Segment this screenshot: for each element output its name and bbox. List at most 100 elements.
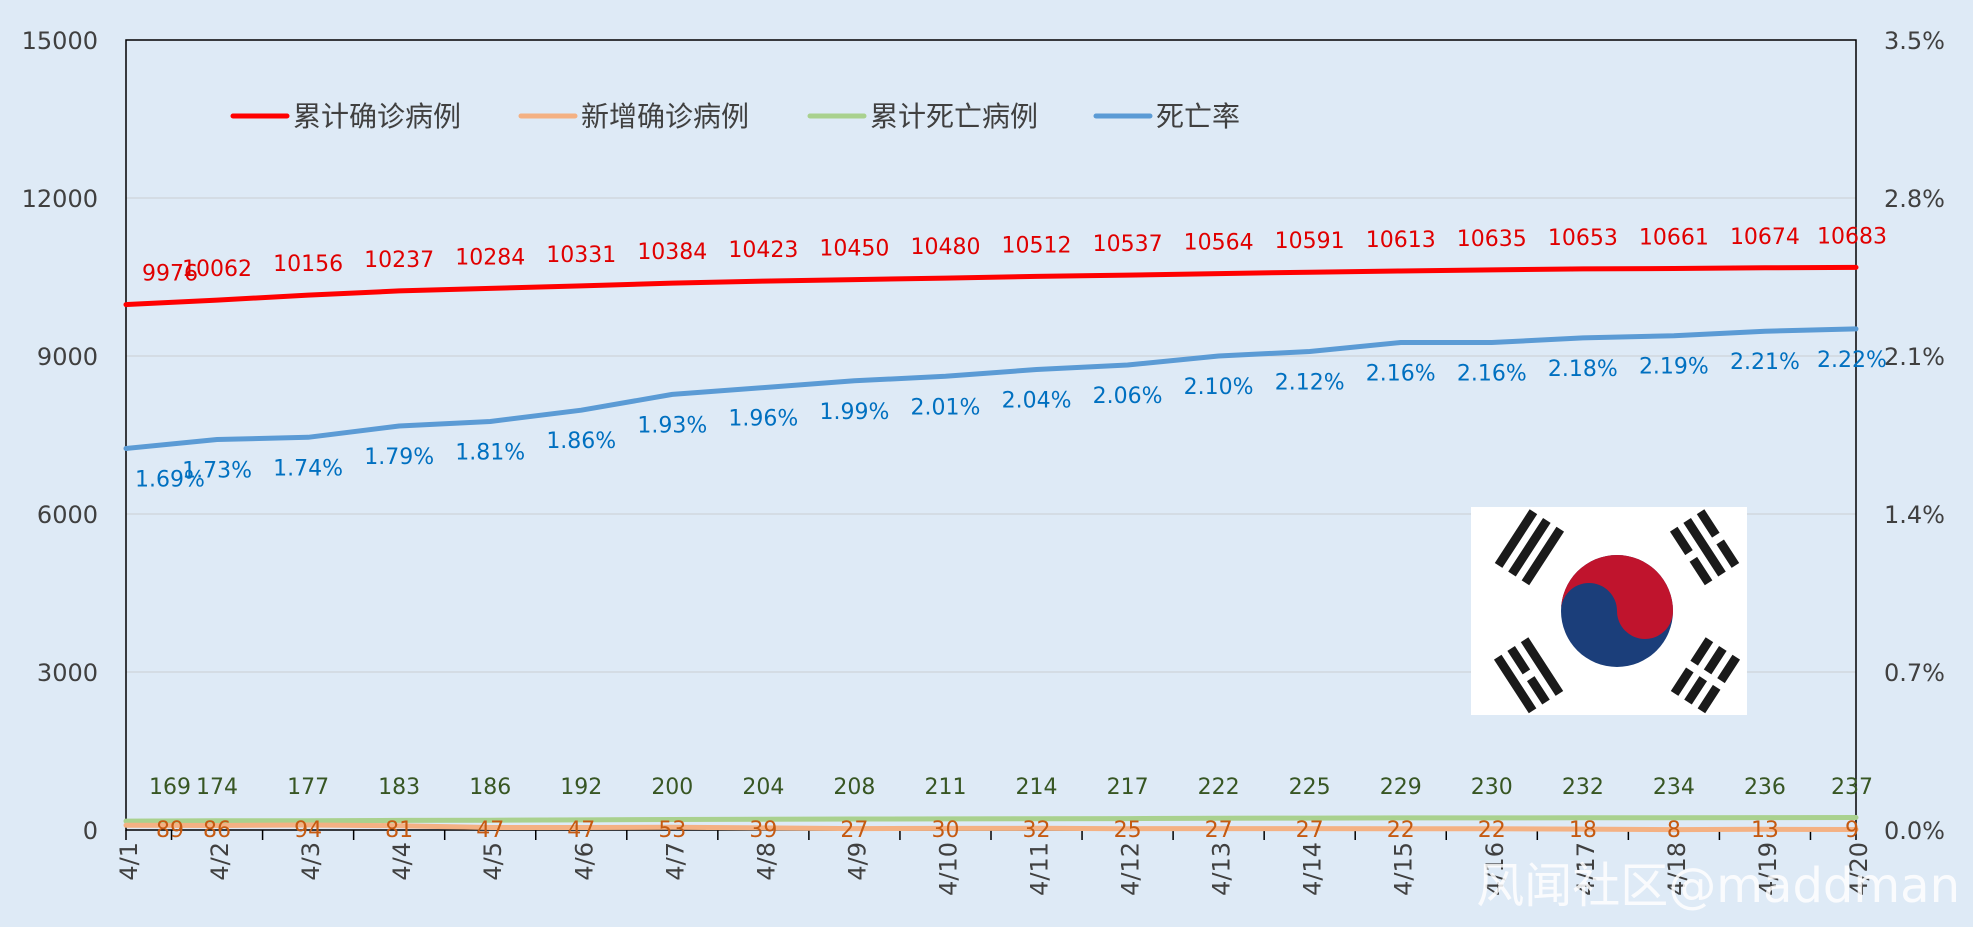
x-tick-label: 4/4 xyxy=(388,842,416,881)
legend-item-deaths: 累计死亡病例 xyxy=(807,100,1038,133)
data-label-rate: 1.74% xyxy=(273,456,343,481)
data-label-deaths: 222 xyxy=(1198,775,1240,800)
data-label-deaths: 211 xyxy=(924,775,966,800)
data-label-new: 89 xyxy=(156,818,184,843)
y-right-tick-label: 0.7% xyxy=(1884,659,1945,687)
x-tick-label: 4/18 xyxy=(1663,842,1691,896)
x-tick-label: 4/16 xyxy=(1481,842,1509,896)
data-label-rate: 2.18% xyxy=(1548,357,1618,382)
x-tick-label: 4/19 xyxy=(1754,842,1782,896)
data-label-cumulative: 10674 xyxy=(1730,225,1800,250)
data-label-new: 22 xyxy=(1478,818,1506,843)
data-label-deaths: 183 xyxy=(378,775,420,800)
data-label-deaths: 204 xyxy=(742,775,784,800)
data-label-cumulative: 10613 xyxy=(1366,228,1436,253)
data-label-rate: 1.69% xyxy=(135,468,205,493)
x-tick-label: 4/3 xyxy=(297,842,325,881)
x-tick-label: 4/11 xyxy=(1026,842,1054,896)
data-label-deaths: 225 xyxy=(1289,775,1331,800)
data-label-rate: 2.01% xyxy=(911,395,981,420)
x-tick-label: 4/10 xyxy=(934,842,962,896)
data-label-rate: 2.16% xyxy=(1457,361,1527,386)
y-right-tick-label: 1.4% xyxy=(1884,501,1945,529)
trigram-top-left xyxy=(1494,509,1565,586)
legend-item-rate: 死亡率 xyxy=(1093,100,1240,133)
data-label-cumulative: 10537 xyxy=(1093,232,1163,257)
y-left-tick-label: 9000 xyxy=(37,343,98,371)
data-label-new: 81 xyxy=(385,818,413,843)
trigram-bottom-right xyxy=(1670,637,1741,714)
y-right-tick-label: 0.0% xyxy=(1884,817,1945,845)
data-label-rate: 2.19% xyxy=(1639,355,1709,380)
series-lines xyxy=(123,264,1859,833)
x-tick-label: 4/15 xyxy=(1390,842,1418,896)
data-label-rate: 1.96% xyxy=(728,407,798,432)
x-tick-label: 4/17 xyxy=(1572,842,1600,896)
data-label-new: 18 xyxy=(1569,818,1597,843)
data-label-new: 8 xyxy=(1667,818,1681,843)
data-label-rate: 1.79% xyxy=(364,445,434,470)
data-label-cumulative: 10284 xyxy=(455,245,525,270)
y-left-tick-label: 3000 xyxy=(37,659,98,687)
data-label-new: 27 xyxy=(840,818,868,843)
trigram-bottom-left xyxy=(1493,637,1564,714)
data-label-rate: 1.93% xyxy=(637,413,707,438)
data-label-rate: 2.06% xyxy=(1093,384,1163,409)
data-label-deaths: 186 xyxy=(469,775,511,800)
data-label-new: 13 xyxy=(1751,818,1779,843)
data-label-cumulative: 10062 xyxy=(182,257,252,282)
data-label-rate: 2.22% xyxy=(1817,348,1887,373)
data-label-rate: 1.86% xyxy=(546,429,616,454)
data-label-new: 27 xyxy=(1296,818,1324,843)
data-label-new: 30 xyxy=(931,818,959,843)
x-tick-label: 4/12 xyxy=(1117,842,1145,896)
data-label-deaths: 169 xyxy=(149,775,191,800)
data-label-cumulative: 10423 xyxy=(728,238,798,263)
x-tick-label: 4/1 xyxy=(115,842,143,881)
data-label-rate: 2.16% xyxy=(1366,361,1436,386)
data-label-new: 27 xyxy=(1205,818,1233,843)
data-label-deaths: 174 xyxy=(196,775,238,800)
data-label-rate: 2.21% xyxy=(1730,350,1800,375)
data-label-rate: 2.10% xyxy=(1184,375,1254,400)
data-label-new: 47 xyxy=(567,818,595,843)
data-label-deaths: 232 xyxy=(1562,775,1604,800)
data-label-cumulative: 10512 xyxy=(1002,233,1072,258)
legend-item-cumulative: 累计确诊病例 xyxy=(230,100,461,133)
x-tick-label: 4/6 xyxy=(570,842,598,881)
data-label-cumulative: 10237 xyxy=(364,248,434,273)
data-label-deaths: 177 xyxy=(287,775,329,800)
taegeuk-symbol xyxy=(1561,555,1673,667)
data-label-new: 32 xyxy=(1023,818,1051,843)
watermark: 风闻社区@maddman xyxy=(1476,858,1960,914)
data-label-new: 94 xyxy=(294,818,322,843)
data-label-new: 9 xyxy=(1845,818,1859,843)
y-left-tick-label: 0 xyxy=(83,817,98,845)
x-tick-label: 4/9 xyxy=(843,842,871,881)
data-label-new: 86 xyxy=(203,818,231,843)
data-label-rate: 1.73% xyxy=(182,459,252,484)
legend-item-new: 新增确诊病例 xyxy=(518,100,749,133)
x-tick-label: 4/5 xyxy=(479,842,507,881)
y-axis-left: 0 3000 6000 9000 12000 15000 xyxy=(22,27,98,845)
data-label-rate: 1.99% xyxy=(819,400,889,425)
data-label-deaths: 237 xyxy=(1831,775,1873,800)
legend-label: 累计确诊病例 xyxy=(293,100,461,133)
data-labels: 169 174 177 183 186 192 200 204 208 211 214 217 222 2… xyxy=(135,224,1887,843)
data-label-cumulative: 10480 xyxy=(910,235,980,260)
y-right-tick-label: 2.8% xyxy=(1884,185,1945,213)
data-label-new: 22 xyxy=(1387,818,1415,843)
data-label-rate: 1.81% xyxy=(455,440,525,465)
data-label-deaths: 230 xyxy=(1471,775,1513,800)
legend-label: 死亡率 xyxy=(1156,100,1240,133)
series-line-new xyxy=(123,822,1859,833)
data-label-new: 47 xyxy=(476,818,504,843)
data-label-new: 25 xyxy=(1114,818,1142,843)
data-label-cumulative: 10661 xyxy=(1639,226,1709,251)
data-label-cumulative: 10384 xyxy=(637,240,707,265)
y-left-tick-label: 6000 xyxy=(37,501,98,529)
data-label-deaths: 236 xyxy=(1744,775,1786,800)
x-tick-label: 4/2 xyxy=(206,842,234,881)
data-label-deaths: 229 xyxy=(1380,775,1422,800)
legend: 累计确诊病例 新增确诊病例 累计死亡病例 死亡率 xyxy=(230,100,1240,133)
